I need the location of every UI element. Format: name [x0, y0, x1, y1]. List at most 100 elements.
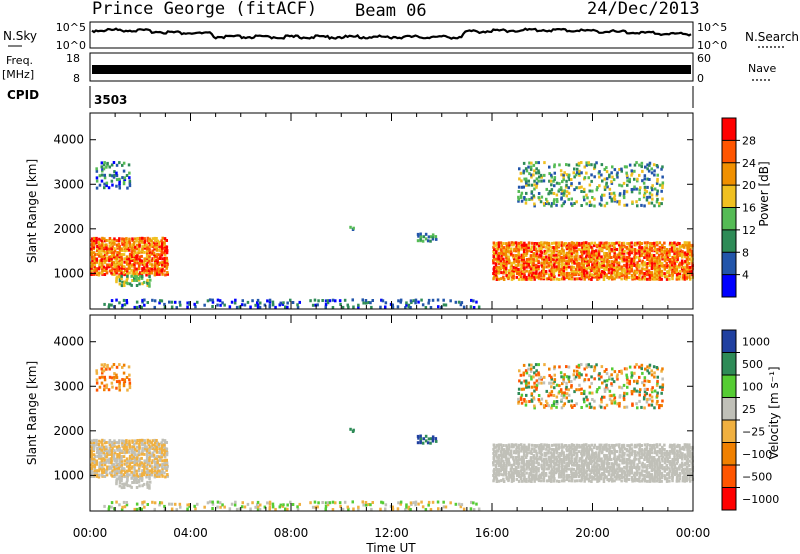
velocity-cell: [610, 451, 614, 455]
velocity-cell: [548, 374, 551, 378]
velocity-cell: [502, 470, 506, 473]
power-cell: [540, 269, 544, 273]
power-cell: [518, 177, 521, 181]
velocity-cell: [154, 457, 157, 461]
power-cell: [166, 271, 169, 274]
velocity-cell: [230, 502, 234, 506]
power-cell: [108, 241, 112, 245]
velocity-cell: [576, 465, 579, 469]
velocity-cell: [540, 443, 543, 447]
power-cell: [593, 261, 596, 265]
power-cell: [661, 165, 664, 169]
velocity-cell: [510, 473, 513, 477]
power-cell: [530, 183, 534, 187]
velocity-cell: [535, 452, 538, 455]
power-cell: [115, 280, 118, 284]
velocity-cell: [534, 475, 538, 479]
power-cell: [514, 249, 518, 253]
velocity-cell: [505, 473, 508, 477]
power-cell: [338, 299, 342, 303]
power-cell: [414, 301, 417, 305]
velocity-cell: [567, 388, 571, 392]
velocity-cell: [598, 465, 602, 469]
power-cell: [152, 251, 156, 255]
power-cell: [524, 179, 528, 183]
power-cell: [535, 167, 538, 171]
velocity-cell: [580, 392, 583, 395]
velocity-cell: [618, 443, 621, 447]
power-cell: [515, 254, 518, 257]
velocity-cell: [101, 465, 104, 469]
power-cell: [598, 184, 601, 188]
power-cell: [638, 243, 642, 247]
velocity-cell: [550, 377, 554, 381]
power-cell: [158, 242, 161, 246]
velocity-cell: [532, 468, 536, 471]
power-cell: [552, 246, 555, 249]
power-cell: [560, 241, 564, 245]
power-cell: [651, 257, 654, 261]
power-cell: [103, 302, 106, 306]
power-cell: [552, 269, 556, 273]
velocity-cell: [421, 505, 425, 509]
power-cell: [161, 241, 164, 245]
velocity-cell: [653, 449, 657, 453]
velocity-cell: [108, 375, 112, 379]
velocity-cell: [596, 459, 599, 463]
power-cell: [666, 258, 670, 261]
power-cell: [656, 271, 659, 275]
velocity-cell: [655, 443, 659, 447]
power-cell: [105, 253, 108, 257]
velocity-cell: [145, 473, 149, 476]
power-cell: [218, 299, 222, 303]
velocity-cell: [535, 467, 538, 471]
power-cell: [508, 259, 511, 263]
power-cell: [113, 255, 116, 259]
velocity-cell: [135, 459, 138, 463]
velocity-cell: [593, 465, 597, 469]
velocity-cell: [545, 479, 549, 483]
power-cell: [203, 303, 206, 307]
power-cell: [595, 253, 598, 257]
power-cell: [520, 277, 524, 281]
velocity-cell: [339, 504, 342, 508]
power-cell: [587, 176, 591, 180]
power-cell: [675, 273, 679, 277]
power-cell: [645, 255, 649, 259]
velocity-cell: [108, 465, 112, 469]
velocity-cell: [603, 475, 607, 479]
power-cell: [158, 261, 162, 265]
velocity-cell: [153, 447, 157, 451]
velocity-cell: [588, 402, 592, 406]
velocity-cell: [163, 471, 166, 475]
power-cell: [555, 265, 559, 269]
power-cell: [92, 240, 96, 244]
power-cell: [139, 271, 142, 275]
velocity-cell: [668, 476, 671, 479]
velocity-cell: [663, 474, 666, 478]
velocity-cell: [605, 403, 609, 407]
power-cell: [676, 253, 679, 257]
power-cell: [429, 306, 433, 309]
velocity-cell: [645, 457, 649, 461]
velocity-cell: [502, 465, 505, 469]
velocity-cell: [160, 471, 164, 475]
power-heatmap-cells: [90, 161, 695, 310]
velocity-cell: [495, 468, 499, 471]
velocity-cell: [514, 451, 518, 455]
velocity-cell: [675, 472, 679, 475]
velocity-cell: [529, 367, 533, 371]
power-cell: [562, 178, 565, 182]
power-cell: [100, 265, 103, 269]
velocity-cell: [116, 448, 119, 452]
power-cell: [510, 251, 513, 255]
power-cell: [517, 267, 520, 271]
power-cell: [153, 273, 157, 277]
velocity-cell: [633, 475, 637, 479]
power-cell: [570, 277, 574, 281]
velocity-cell: [120, 457, 123, 461]
power-cell: [121, 239, 124, 243]
velocity-cell: [128, 378, 131, 382]
power-cell: [611, 275, 614, 279]
power-cell: [502, 257, 505, 261]
